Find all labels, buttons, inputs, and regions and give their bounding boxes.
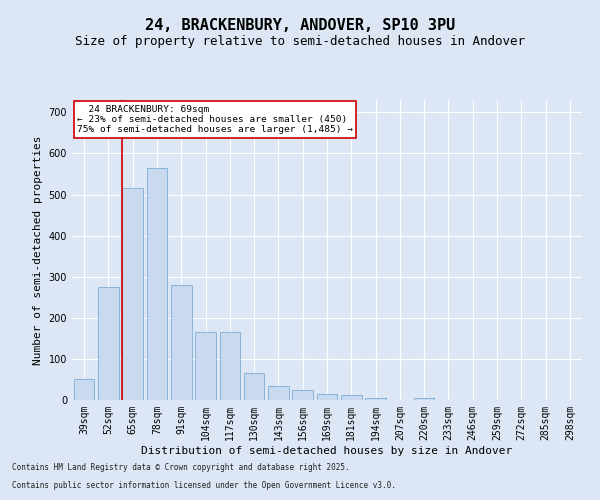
Bar — [268, 386, 289, 400]
Bar — [171, 285, 191, 400]
Bar — [414, 398, 434, 400]
Y-axis label: Number of semi-detached properties: Number of semi-detached properties — [33, 135, 43, 365]
Text: 24 BRACKENBURY: 69sqm
← 23% of semi-detached houses are smaller (450)
75% of sem: 24 BRACKENBURY: 69sqm ← 23% of semi-deta… — [77, 104, 353, 134]
Bar — [292, 390, 313, 400]
Bar — [122, 188, 143, 400]
Bar — [195, 332, 216, 400]
Text: Size of property relative to semi-detached houses in Andover: Size of property relative to semi-detach… — [75, 35, 525, 48]
Bar — [341, 395, 362, 400]
Bar — [220, 332, 240, 400]
Bar — [244, 374, 265, 400]
Bar — [146, 168, 167, 400]
Bar — [317, 394, 337, 400]
Text: Contains HM Land Registry data © Crown copyright and database right 2025.: Contains HM Land Registry data © Crown c… — [12, 464, 350, 472]
Text: Contains public sector information licensed under the Open Government Licence v3: Contains public sector information licen… — [12, 481, 396, 490]
Bar — [365, 398, 386, 400]
Text: 24, BRACKENBURY, ANDOVER, SP10 3PU: 24, BRACKENBURY, ANDOVER, SP10 3PU — [145, 18, 455, 32]
Bar — [74, 380, 94, 400]
X-axis label: Distribution of semi-detached houses by size in Andover: Distribution of semi-detached houses by … — [142, 446, 512, 456]
Bar — [98, 287, 119, 400]
